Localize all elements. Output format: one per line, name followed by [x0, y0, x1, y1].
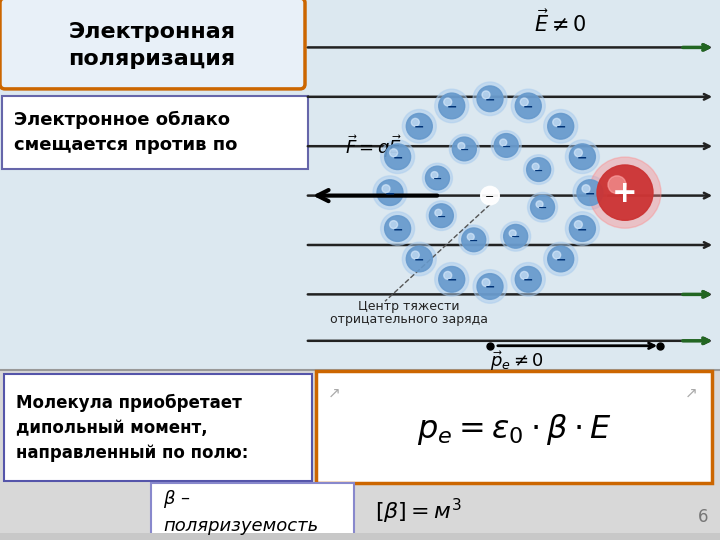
Circle shape [544, 110, 577, 143]
Circle shape [482, 279, 490, 287]
Text: Центр тяжести: Центр тяжести [358, 300, 459, 313]
Circle shape [438, 267, 464, 292]
Text: −: − [392, 223, 403, 236]
Circle shape [521, 272, 528, 279]
Text: Молекула приобретает
дипольный момент,
направленный по полю:: Молекула приобретает дипольный момент, н… [16, 394, 248, 462]
Circle shape [582, 185, 590, 193]
FancyBboxPatch shape [0, 370, 720, 534]
Circle shape [481, 187, 499, 205]
Circle shape [500, 221, 531, 251]
Circle shape [477, 274, 503, 299]
Text: $\vec{E}\neq 0$: $\vec{E}\neq 0$ [534, 9, 586, 35]
Text: +: + [612, 179, 638, 208]
Circle shape [444, 98, 451, 106]
Text: −: − [555, 253, 566, 266]
Text: −: − [511, 232, 521, 242]
Circle shape [381, 212, 415, 245]
Text: −: − [555, 121, 566, 134]
Circle shape [548, 113, 574, 139]
Circle shape [431, 172, 438, 179]
Circle shape [449, 134, 480, 164]
FancyBboxPatch shape [4, 374, 312, 481]
Circle shape [509, 230, 516, 237]
Text: $\vec{p}_e\neq 0$: $\vec{p}_e\neq 0$ [490, 349, 544, 374]
Circle shape [553, 251, 561, 259]
Circle shape [381, 140, 415, 173]
Circle shape [511, 89, 545, 123]
Circle shape [373, 176, 407, 210]
Text: ↗: ↗ [328, 385, 341, 400]
Circle shape [532, 163, 539, 170]
Text: −: − [384, 187, 395, 200]
Text: −: − [485, 281, 495, 294]
Circle shape [382, 185, 390, 193]
Circle shape [477, 86, 503, 112]
Circle shape [429, 204, 454, 227]
Circle shape [459, 225, 489, 255]
Circle shape [452, 137, 477, 161]
Text: −: − [485, 192, 495, 201]
Circle shape [435, 89, 469, 123]
Text: −: − [436, 212, 446, 221]
Text: −: − [414, 121, 425, 134]
Circle shape [406, 113, 432, 139]
Circle shape [536, 201, 543, 208]
Circle shape [511, 262, 545, 296]
Circle shape [444, 272, 451, 279]
Text: −: − [433, 174, 442, 184]
Circle shape [500, 139, 507, 146]
FancyBboxPatch shape [316, 372, 712, 483]
Text: −: − [523, 100, 534, 113]
Circle shape [575, 149, 582, 157]
Text: $p_e = \varepsilon_0 \cdot \beta \cdot E$: $p_e = \varepsilon_0 \cdot \beta \cdot E… [417, 412, 611, 447]
Circle shape [473, 82, 507, 116]
Text: Электронная
поляризация: Электронная поляризация [68, 22, 235, 69]
Circle shape [597, 165, 653, 220]
Text: −: − [534, 166, 544, 176]
Text: −: − [502, 141, 511, 151]
Text: −: − [446, 274, 457, 287]
Text: −: − [585, 187, 595, 200]
Circle shape [528, 192, 557, 222]
Circle shape [608, 176, 626, 194]
Circle shape [504, 225, 528, 248]
Text: 6: 6 [698, 508, 708, 525]
Circle shape [526, 158, 551, 181]
Circle shape [411, 251, 419, 259]
Circle shape [384, 215, 410, 241]
Circle shape [575, 221, 582, 228]
Text: ↗: ↗ [685, 385, 698, 400]
Text: −: − [392, 151, 403, 164]
Text: отрицательного заряда: отрицательного заряда [330, 313, 488, 326]
FancyBboxPatch shape [151, 483, 354, 540]
FancyBboxPatch shape [2, 96, 308, 169]
Text: −: − [459, 145, 469, 155]
Circle shape [390, 149, 397, 157]
Circle shape [573, 176, 607, 210]
Text: −: − [469, 236, 478, 246]
Circle shape [467, 233, 474, 240]
Circle shape [377, 180, 403, 206]
Circle shape [570, 215, 595, 241]
Circle shape [589, 157, 661, 228]
Circle shape [482, 91, 490, 99]
Circle shape [491, 131, 521, 160]
Circle shape [577, 180, 603, 206]
Circle shape [565, 212, 599, 245]
Text: −: − [446, 100, 457, 113]
Text: −: − [577, 223, 588, 236]
Circle shape [423, 163, 452, 193]
Circle shape [462, 228, 486, 252]
Text: −: − [414, 253, 425, 266]
Text: $\vec{F}=q\vec{E}$: $\vec{F}=q\vec{E}$ [345, 133, 402, 160]
Circle shape [523, 155, 554, 184]
Circle shape [473, 269, 507, 303]
Circle shape [516, 93, 541, 119]
Text: $\beta$ –
поляризуемость: $\beta$ – поляризуемость [163, 488, 318, 535]
Circle shape [570, 144, 595, 170]
Circle shape [406, 246, 432, 272]
Circle shape [435, 262, 469, 296]
Circle shape [384, 144, 410, 170]
Text: −: − [485, 93, 495, 106]
